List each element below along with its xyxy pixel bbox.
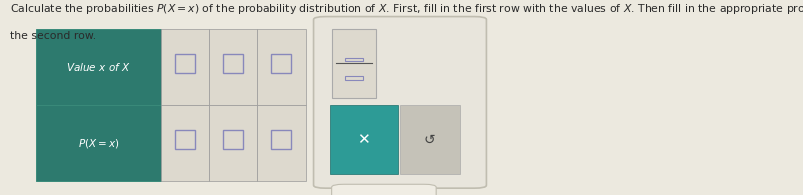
FancyBboxPatch shape <box>209 105 257 181</box>
Text: ↺: ↺ <box>423 132 435 146</box>
FancyBboxPatch shape <box>331 184 435 195</box>
Text: ✕: ✕ <box>357 132 369 147</box>
FancyBboxPatch shape <box>271 130 291 149</box>
Text: Value $x$ of $X$: Value $x$ of $X$ <box>66 61 131 73</box>
FancyBboxPatch shape <box>345 76 363 80</box>
FancyBboxPatch shape <box>399 105 459 174</box>
FancyBboxPatch shape <box>329 105 397 174</box>
FancyBboxPatch shape <box>175 130 194 149</box>
FancyBboxPatch shape <box>223 54 243 73</box>
FancyBboxPatch shape <box>175 54 194 73</box>
FancyBboxPatch shape <box>332 29 376 98</box>
FancyBboxPatch shape <box>161 29 209 105</box>
FancyBboxPatch shape <box>161 105 209 181</box>
FancyBboxPatch shape <box>345 58 363 61</box>
FancyBboxPatch shape <box>223 130 243 149</box>
FancyBboxPatch shape <box>36 29 161 105</box>
FancyBboxPatch shape <box>257 29 305 105</box>
Text: $P(X=x)$: $P(X=x)$ <box>78 137 119 150</box>
Text: the second row.: the second row. <box>10 31 96 41</box>
FancyBboxPatch shape <box>257 105 305 181</box>
FancyBboxPatch shape <box>313 17 486 188</box>
FancyBboxPatch shape <box>271 54 291 73</box>
FancyBboxPatch shape <box>36 105 161 181</box>
FancyBboxPatch shape <box>209 29 257 105</box>
Text: Calculate the probabilities $P(X=x)$ of the probability distribution of $X$. Fir: Calculate the probabilities $P(X=x)$ of … <box>10 2 803 16</box>
